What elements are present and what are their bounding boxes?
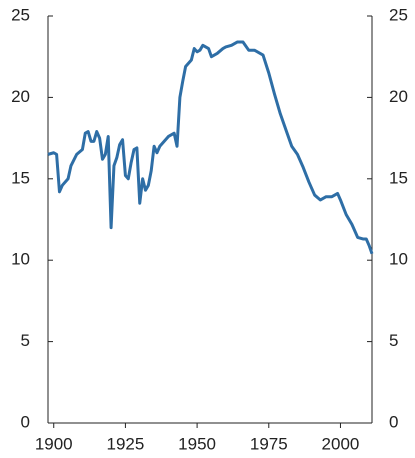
x-tick-label: 2000 — [322, 434, 360, 453]
x-tick-label: 1975 — [250, 434, 288, 453]
y2-tick-label: 15 — [389, 168, 408, 187]
y2-tick-label: 25 — [389, 5, 408, 24]
y-tick-label: 20 — [11, 87, 30, 106]
y-tick-label: 10 — [11, 250, 30, 269]
x-tick-label: 1950 — [178, 434, 216, 453]
y2-tick-label: 10 — [389, 250, 408, 269]
y-tick-label: 5 — [21, 331, 30, 350]
y2-tick-label: 0 — [389, 412, 398, 431]
data-line — [47, 40, 374, 255]
y-tick-label: 25 — [11, 5, 30, 24]
x-tick-label: 1925 — [107, 434, 145, 453]
y2-tick-label: 20 — [389, 87, 408, 106]
y-tick-label: 0 — [21, 412, 30, 431]
y2-tick-label: 5 — [389, 331, 398, 350]
y-tick-label: 15 — [11, 168, 30, 187]
x-tick-label: 1900 — [35, 434, 73, 453]
